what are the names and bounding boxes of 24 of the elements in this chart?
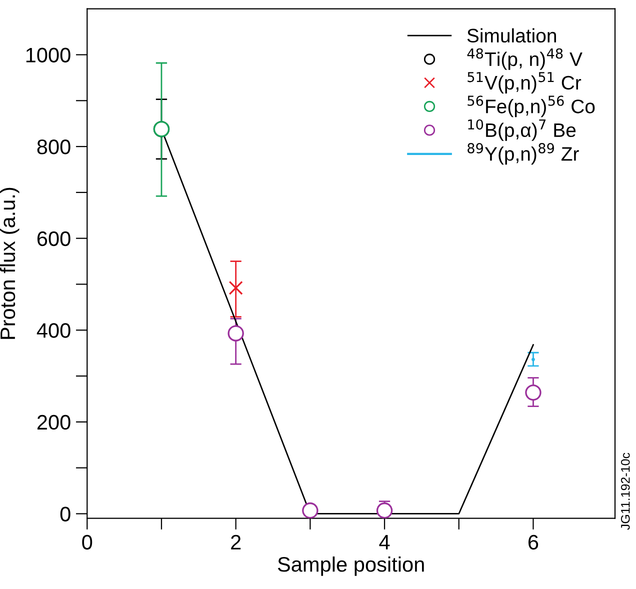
point — [532, 358, 535, 362]
x-axis-title: Sample position — [278, 556, 424, 576]
y-tick-label: 200 — [37, 414, 70, 430]
text: JG11.192-10c — [620, 452, 630, 530]
x-tick-label: 6 — [528, 534, 538, 550]
point — [228, 280, 243, 295]
legend-label: $^{89}$Y(p,n)$^{89}$ Zr — [468, 143, 579, 165]
y-tick-label: 600 — [37, 231, 70, 246]
x-tick-label: 2 — [231, 534, 241, 550]
legend-label: $^{48}$Ti(p, n)$^{48}$ V — [467, 48, 582, 70]
legend-label: Simulation — [467, 28, 556, 43]
point — [228, 325, 244, 342]
y-tick-label: 400 — [36, 323, 70, 338]
x-tick-label: 0 — [82, 534, 92, 550]
point — [302, 502, 318, 518]
y-tick-label: 0 — [60, 506, 70, 522]
y-tick-label: 1000 — [26, 48, 70, 62]
x-tick-label: 4 — [379, 535, 390, 550]
legend-label: $^{10}$B(p,α)$^{7}$ Be — [468, 119, 576, 141]
point — [525, 384, 542, 401]
y-axis-title: Proton flux (a.u.) — [0, 188, 20, 339]
y-tick-label: 800 — [37, 140, 70, 154]
legend-label: $^{51}$V(p,n)$^{51}$ Cr — [468, 72, 582, 94]
legend-label: $^{56}$Fe(p,n)$^{56}$ Co — [468, 96, 595, 118]
